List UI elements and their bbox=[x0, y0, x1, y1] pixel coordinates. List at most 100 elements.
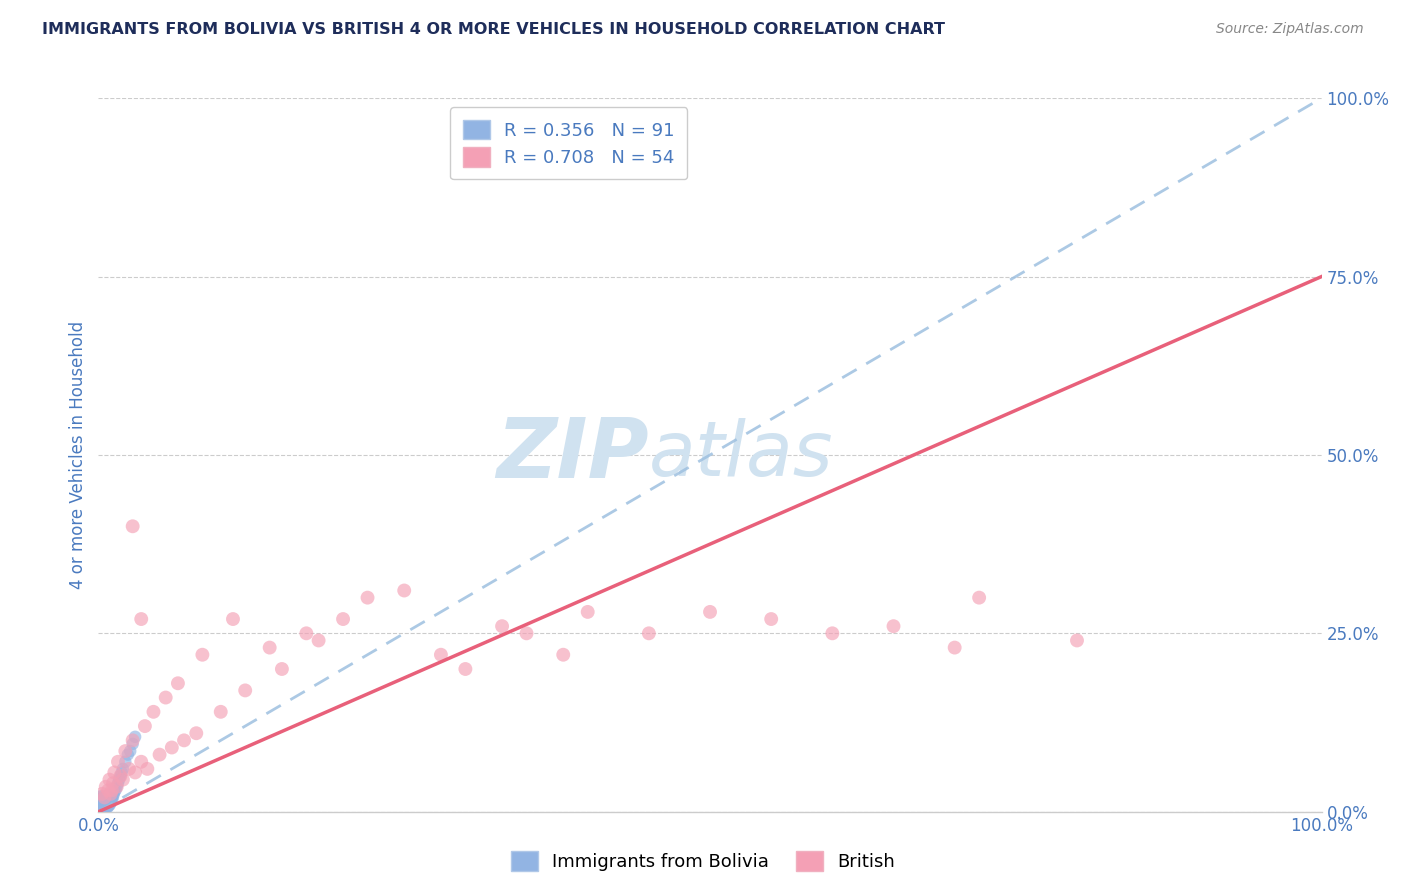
Point bbox=[93, 791, 115, 805]
Point bbox=[134, 719, 156, 733]
Point bbox=[87, 803, 110, 817]
Point bbox=[90, 798, 112, 813]
Point bbox=[883, 619, 905, 633]
Point bbox=[118, 762, 141, 776]
Point bbox=[90, 798, 112, 813]
Point bbox=[89, 801, 111, 815]
Point bbox=[114, 744, 136, 758]
Point bbox=[90, 799, 112, 814]
Point bbox=[91, 799, 114, 814]
Point bbox=[89, 800, 111, 814]
Point bbox=[89, 797, 111, 811]
Point bbox=[101, 790, 124, 805]
Point bbox=[101, 783, 124, 797]
Point bbox=[105, 780, 128, 794]
Point bbox=[576, 605, 599, 619]
Point bbox=[96, 791, 118, 805]
Text: ZIP: ZIP bbox=[496, 415, 648, 495]
Point bbox=[259, 640, 281, 655]
Point bbox=[87, 797, 110, 812]
Point bbox=[89, 798, 111, 813]
Point bbox=[94, 792, 117, 806]
Point bbox=[97, 795, 120, 809]
Point bbox=[96, 797, 118, 812]
Point bbox=[98, 794, 121, 808]
Point bbox=[97, 799, 120, 814]
Point bbox=[121, 733, 143, 747]
Point bbox=[89, 800, 111, 814]
Point bbox=[129, 755, 152, 769]
Point bbox=[91, 795, 114, 809]
Point bbox=[98, 798, 121, 813]
Point bbox=[98, 789, 121, 803]
Point bbox=[94, 789, 117, 804]
Point bbox=[101, 789, 124, 803]
Point bbox=[124, 765, 146, 780]
Point bbox=[553, 648, 575, 662]
Point bbox=[96, 799, 118, 814]
Point bbox=[90, 789, 112, 803]
Point bbox=[105, 780, 128, 794]
Point bbox=[110, 769, 132, 783]
Point bbox=[392, 583, 416, 598]
Y-axis label: 4 or more Vehicles in Household: 4 or more Vehicles in Household bbox=[69, 321, 87, 589]
Point bbox=[91, 787, 114, 801]
Point bbox=[91, 792, 114, 806]
Point bbox=[108, 772, 131, 787]
Point bbox=[90, 796, 112, 810]
Point bbox=[104, 783, 127, 797]
Point bbox=[89, 801, 111, 815]
Point bbox=[89, 796, 111, 810]
Point bbox=[101, 792, 124, 806]
Point bbox=[90, 797, 112, 812]
Point bbox=[124, 730, 146, 744]
Legend: Immigrants from Bolivia, British: Immigrants from Bolivia, British bbox=[503, 844, 903, 879]
Point bbox=[93, 800, 115, 814]
Point bbox=[97, 783, 120, 797]
Point bbox=[93, 790, 115, 805]
Point bbox=[91, 801, 114, 815]
Point bbox=[93, 799, 115, 814]
Point bbox=[89, 803, 111, 817]
Point bbox=[117, 747, 139, 762]
Point bbox=[90, 797, 112, 812]
Point bbox=[89, 794, 111, 808]
Point bbox=[89, 799, 111, 814]
Point bbox=[89, 803, 111, 817]
Point bbox=[120, 744, 142, 758]
Point bbox=[699, 605, 721, 619]
Point bbox=[90, 802, 112, 816]
Point bbox=[94, 800, 117, 814]
Point bbox=[160, 740, 183, 755]
Text: atlas: atlas bbox=[648, 418, 834, 491]
Point bbox=[761, 612, 783, 626]
Point bbox=[142, 705, 165, 719]
Point bbox=[943, 640, 966, 655]
Point bbox=[89, 803, 111, 817]
Point bbox=[98, 793, 121, 807]
Point bbox=[110, 769, 132, 783]
Point bbox=[111, 762, 134, 776]
Point bbox=[90, 799, 112, 814]
Point bbox=[96, 796, 118, 810]
Point bbox=[93, 801, 115, 815]
Point bbox=[94, 794, 117, 808]
Point bbox=[89, 799, 111, 814]
Text: IMMIGRANTS FROM BOLIVIA VS BRITISH 4 OR MORE VEHICLES IN HOUSEHOLD CORRELATION C: IMMIGRANTS FROM BOLIVIA VS BRITISH 4 OR … bbox=[42, 22, 945, 37]
Point bbox=[87, 801, 110, 815]
Point bbox=[100, 793, 122, 807]
Point bbox=[454, 662, 477, 676]
Point bbox=[209, 705, 232, 719]
Point bbox=[121, 519, 143, 533]
Point bbox=[1066, 633, 1088, 648]
Point bbox=[91, 793, 114, 807]
Point bbox=[356, 591, 378, 605]
Point bbox=[91, 800, 114, 814]
Point bbox=[98, 772, 121, 787]
Point bbox=[136, 762, 159, 776]
Point bbox=[100, 792, 122, 806]
Point bbox=[97, 800, 120, 814]
Point bbox=[308, 633, 330, 648]
Point bbox=[100, 787, 122, 801]
Point bbox=[94, 799, 117, 814]
